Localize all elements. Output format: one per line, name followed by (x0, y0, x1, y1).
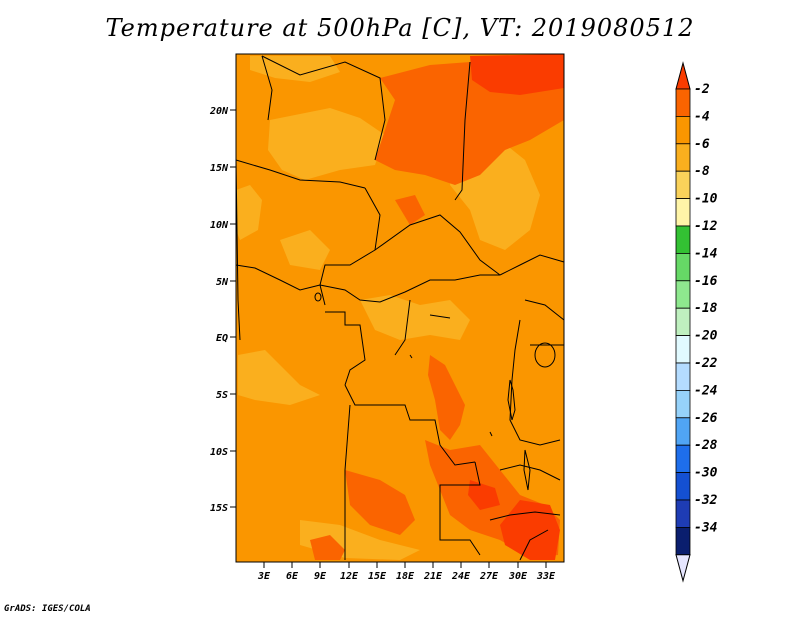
map-frame (235, 53, 565, 563)
legend-label: -14 (694, 246, 718, 261)
legend-swatch (675, 252, 691, 282)
legend-label: -4 (694, 109, 710, 124)
lat-label: 10N (210, 220, 229, 231)
legend-swatch (675, 307, 691, 337)
lat-label: 5N (216, 277, 229, 288)
color-legend: -2 -4 -6 -8 -10 -12 -14 -16 -18 -20 -22 -24 -26 -28 -3… (675, 61, 718, 583)
lat-label: 15S (210, 503, 228, 514)
lon-label: 18E (396, 571, 415, 582)
legend-label: -32 (694, 493, 718, 508)
map-title: Temperature at 500hPa [C], VT: 201908051… (105, 14, 695, 42)
legend-label: -24 (694, 383, 718, 398)
legend-swatch (675, 444, 691, 474)
lon-label: 12E (340, 571, 359, 582)
legend-swatch (675, 472, 691, 501)
lat-label: 5S (216, 390, 228, 401)
legend-label: -30 (694, 466, 718, 481)
lon-label: 21E (423, 571, 443, 582)
legend-swatch (675, 527, 691, 556)
legend-label: -2 (694, 82, 710, 97)
legend-swatch (675, 335, 691, 364)
lon-label: 24E (451, 571, 471, 582)
legend-label: -10 (694, 192, 718, 207)
legend-swatch (675, 198, 691, 227)
lon-label: 30E (508, 571, 528, 582)
legend-label: -34 (694, 520, 718, 535)
lat-label: 10S (210, 447, 228, 458)
legend-swatch (675, 417, 691, 446)
legend-label: -28 (694, 438, 718, 453)
legend-label: -22 (694, 356, 718, 371)
legend-swatch (675, 280, 691, 309)
legend-swatch (675, 362, 691, 391)
legend-label: -20 (694, 329, 718, 344)
lon-label: 6E (286, 571, 299, 582)
lakes (314, 292, 556, 491)
lat-label: EQ (216, 333, 228, 344)
lon-label: 3E (257, 571, 271, 582)
legend-label: -12 (694, 219, 718, 234)
lon-label: 9E (314, 571, 327, 582)
legend-label: -8 (694, 164, 710, 179)
legend-swatch (675, 170, 691, 199)
legend-label: -18 (694, 301, 718, 316)
credit-label: GrADS: IGES/COLA (4, 604, 91, 614)
legend-swatch (675, 389, 691, 419)
legend-swatch (675, 143, 691, 172)
lon-label: 33E (536, 571, 556, 582)
legend-label: -16 (694, 274, 718, 289)
lat-label: 20N (209, 106, 229, 117)
hot-patches (468, 54, 564, 560)
lat-axis: 20N 15N 10N 5N EQ 5S 10S 15S (209, 106, 236, 514)
lon-label: 27E (479, 571, 499, 582)
country-borders (235, 55, 565, 561)
legend-arrow-bottom (675, 554, 691, 583)
legend-swatch (675, 499, 691, 528)
lat-label: 15N (210, 163, 229, 174)
legend-arrow-top (675, 61, 691, 90)
legend-swatch (675, 116, 691, 145)
legend-label: -6 (694, 137, 710, 152)
lon-axis: 3E 6E 9E 12E 15E 18E 21E 24E 27E 30E 33E (257, 562, 556, 582)
legend-swatch (675, 88, 691, 117)
legend-label: -26 (694, 411, 718, 426)
lon-label: 15E (368, 571, 387, 582)
legend-swatch (675, 225, 691, 254)
